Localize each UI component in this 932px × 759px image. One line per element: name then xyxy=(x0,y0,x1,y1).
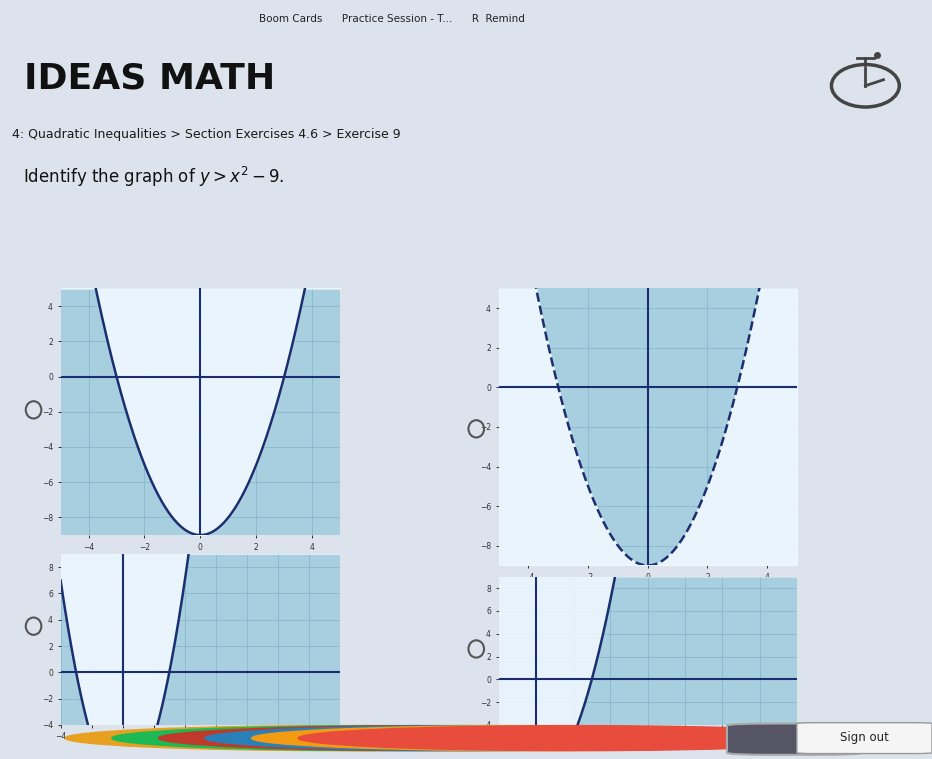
Circle shape xyxy=(112,726,671,751)
Circle shape xyxy=(205,726,764,751)
Text: IDEAS MATH: IDEAS MATH xyxy=(24,61,276,95)
Circle shape xyxy=(298,726,857,751)
Circle shape xyxy=(252,726,811,751)
Text: Boom Cards      Practice Session - T...      R  Remind: Boom Cards Practice Session - T... R Rem… xyxy=(258,14,525,24)
Text: Sign out: Sign out xyxy=(841,731,889,744)
FancyBboxPatch shape xyxy=(727,723,862,754)
Circle shape xyxy=(158,726,718,751)
FancyBboxPatch shape xyxy=(797,723,932,754)
Circle shape xyxy=(65,726,624,751)
Text: 4: Quadratic Inequalities > Section Exercises 4.6 > Exercise 9: 4: Quadratic Inequalities > Section Exer… xyxy=(12,128,401,141)
Text: Identify the graph of $y > x^2 - 9$.: Identify the graph of $y > x^2 - 9$. xyxy=(23,165,285,190)
